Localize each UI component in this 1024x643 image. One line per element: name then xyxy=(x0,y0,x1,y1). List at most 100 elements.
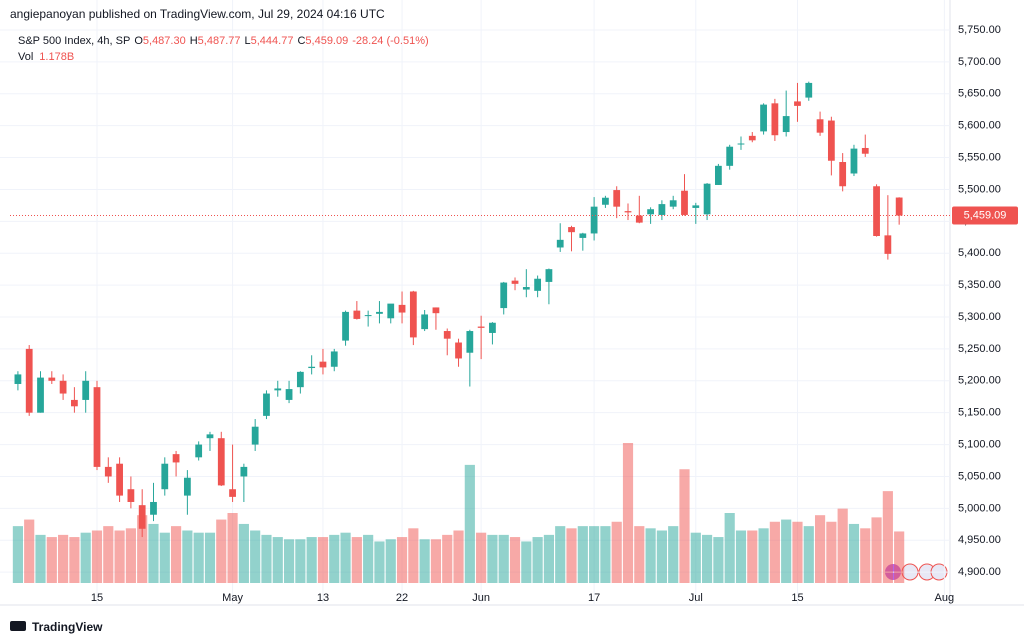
x-tick-label: May xyxy=(222,592,243,604)
volume-bar xyxy=(148,523,159,583)
y-tick-label: 5,300.00 xyxy=(958,311,1001,323)
candle-body xyxy=(443,331,451,339)
volume-bar xyxy=(306,537,317,583)
candle-body xyxy=(432,307,440,314)
candle-body xyxy=(805,82,813,98)
volume-bar xyxy=(611,521,622,583)
logo xyxy=(10,621,26,631)
candle-body xyxy=(861,147,869,154)
y-tick-label: 5,250.00 xyxy=(958,343,1001,355)
volume-bar xyxy=(159,532,170,583)
candle-body xyxy=(534,278,542,291)
y-tick-label: 5,100.00 xyxy=(958,438,1001,450)
candle-body xyxy=(409,291,417,338)
candle-body xyxy=(251,426,259,445)
candle-body xyxy=(37,377,44,413)
volume-bar xyxy=(747,530,758,583)
candle-body xyxy=(285,389,293,400)
candle-body xyxy=(545,269,553,282)
candle-body xyxy=(602,197,609,205)
volume-bar xyxy=(860,528,871,583)
candle-body xyxy=(263,393,270,416)
volume-bar xyxy=(882,491,893,583)
volume-pane xyxy=(12,443,905,583)
volume-bar xyxy=(690,532,701,583)
legend-field-value: 5,459.09 xyxy=(305,35,349,47)
volume-bar xyxy=(385,539,396,583)
x-tick-label: 22 xyxy=(396,592,408,604)
volume-bar xyxy=(792,521,803,583)
volume-bar xyxy=(453,530,464,583)
candle-body xyxy=(387,303,395,319)
volume-bar xyxy=(363,534,374,583)
candle-body xyxy=(455,342,462,359)
volume-bar xyxy=(543,534,555,583)
volume-bar xyxy=(837,508,848,583)
volume-bar xyxy=(114,530,125,583)
volume-bar xyxy=(781,519,792,583)
y-tick-label: 5,600.00 xyxy=(958,120,1001,132)
candle-body xyxy=(748,135,756,141)
volume-bar xyxy=(419,539,430,583)
volume-bar xyxy=(272,537,283,583)
candle-body xyxy=(229,489,236,497)
candle-body xyxy=(240,466,248,477)
volume-bar xyxy=(216,519,227,583)
y-tick-label: 5,500.00 xyxy=(958,183,1001,195)
volume-bar xyxy=(340,532,351,583)
candle-body xyxy=(760,104,767,132)
volume-bar xyxy=(250,530,261,583)
x-tick-label: 15 xyxy=(91,592,103,604)
y-tick-label: 5,050.00 xyxy=(958,470,1001,482)
volume-bar xyxy=(35,534,46,583)
candle-body xyxy=(669,200,677,207)
candle-body xyxy=(127,489,135,502)
candle-body xyxy=(827,120,835,161)
volume-bar xyxy=(622,443,634,583)
candle-body xyxy=(500,282,508,309)
candle-body xyxy=(873,186,880,236)
volume-bar xyxy=(374,541,385,583)
volume-bar xyxy=(91,530,103,583)
last-price-tag xyxy=(952,206,1018,225)
candle-body xyxy=(116,463,123,496)
x-tick-label: Jun xyxy=(472,592,490,604)
legend-field-value: 5,444.77 xyxy=(250,35,294,47)
legend-field-value: 5,487.77 xyxy=(197,35,241,47)
volume-bar xyxy=(702,534,713,583)
volume-bar xyxy=(826,521,837,583)
volume-bar xyxy=(668,526,679,583)
candle-body xyxy=(48,377,56,381)
candle-body xyxy=(522,287,530,290)
candle-body xyxy=(25,348,33,413)
volume-bar xyxy=(24,519,35,583)
candle-body xyxy=(715,165,722,185)
candle-body xyxy=(658,204,666,215)
volume-bar xyxy=(408,528,419,583)
candle-body xyxy=(782,116,790,133)
candle-body xyxy=(138,505,146,529)
volume-bar xyxy=(12,526,23,583)
candle-body xyxy=(330,351,338,367)
volume-bar xyxy=(283,539,295,583)
candle-body xyxy=(466,331,474,353)
y-tick-label: 4,900.00 xyxy=(958,566,1001,578)
legend-field-label: H xyxy=(189,35,198,47)
candle-body xyxy=(647,209,654,215)
candle-body xyxy=(421,314,429,330)
volume-bar xyxy=(577,526,588,583)
x-tick-label: Aug xyxy=(935,592,955,604)
volume-bar xyxy=(871,517,882,583)
legend-row: S&P 500 Index, 4h, SP O5,487.30 H5,487.77 L… xyxy=(18,33,433,49)
volume-bar xyxy=(600,526,611,583)
candle-body xyxy=(161,463,169,490)
candle-body xyxy=(703,183,711,215)
volume-bar xyxy=(182,530,193,583)
footer-brand: TradingView xyxy=(32,620,103,634)
candle-body xyxy=(771,103,779,136)
candle-body xyxy=(206,434,214,439)
candle-body xyxy=(635,215,643,223)
volume-bar xyxy=(679,469,690,583)
candle-body xyxy=(14,374,22,384)
